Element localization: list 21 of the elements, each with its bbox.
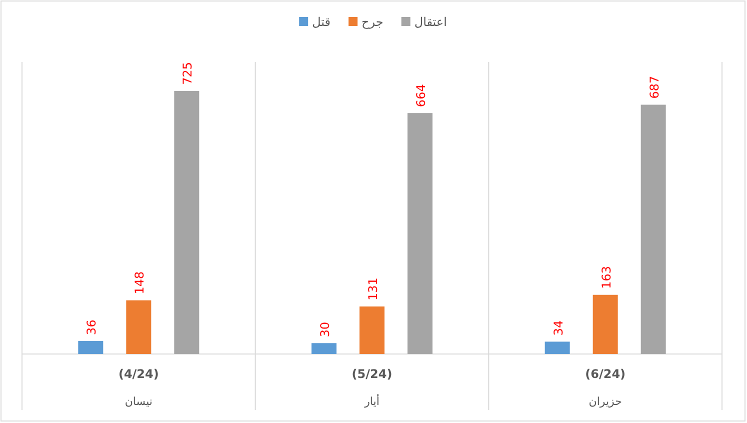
legend-label: اعتقال xyxy=(414,15,447,29)
data-label: 687 xyxy=(647,76,662,99)
legend-label: جرح xyxy=(362,15,384,29)
bar xyxy=(544,342,570,354)
data-label: 725 xyxy=(180,62,195,85)
bar xyxy=(312,343,336,354)
bar xyxy=(78,340,104,354)
data-label: 36 xyxy=(84,320,99,335)
bar xyxy=(408,113,432,354)
bar xyxy=(592,294,618,354)
data-label: 163 xyxy=(599,266,614,289)
bar xyxy=(126,300,152,354)
bar xyxy=(360,306,384,354)
data-label: 664 xyxy=(414,84,428,108)
data-label: 34 xyxy=(551,320,566,336)
legend-label: قتل xyxy=(312,15,331,29)
data-label: 148 xyxy=(132,271,147,294)
data-label: 131 xyxy=(366,278,380,300)
data-label: 30 xyxy=(318,322,332,338)
bar xyxy=(640,104,666,354)
bar xyxy=(174,90,200,354)
